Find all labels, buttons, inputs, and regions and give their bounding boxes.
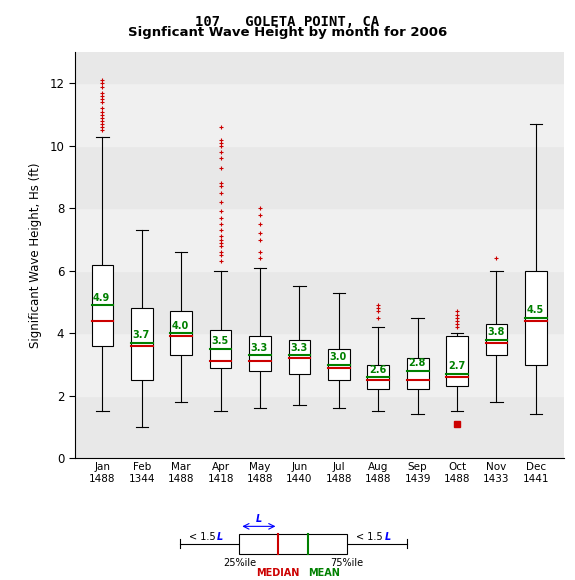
Text: L: L [385,532,390,542]
Bar [367,364,389,390]
Bar [131,309,152,380]
Bar [75,146,564,208]
Text: 3.8: 3.8 [487,327,505,337]
Bar [75,334,564,396]
Y-axis label: Significant Wave Height, Hs (ft): Significant Wave Height, Hs (ft) [29,162,43,348]
Bar [289,339,310,374]
Text: 3.7: 3.7 [132,330,150,340]
Bar [328,349,350,380]
Text: Signficant Wave Height by month for 2006: Signficant Wave Height by month for 2006 [128,26,447,39]
Text: 75%ile: 75%ile [331,557,363,567]
Bar [75,21,564,84]
Text: L: L [256,514,262,524]
Bar [75,396,564,458]
Bar [446,336,468,386]
Text: MEAN: MEAN [308,568,340,578]
Text: 2.6: 2.6 [369,364,386,375]
Bar [525,271,547,364]
Text: 4.5: 4.5 [527,305,544,315]
Bar [91,264,113,346]
Bar [75,84,564,146]
Text: 107   GOLETA POINT, CA: 107 GOLETA POINT, CA [196,14,380,28]
Bar [75,271,564,334]
Text: < 1.5: < 1.5 [189,532,218,542]
Bar [239,534,347,554]
Text: < 1.5: < 1.5 [356,532,386,542]
Text: 25%ile: 25%ile [223,557,256,567]
Bar [210,330,231,368]
Text: 4.0: 4.0 [172,321,189,331]
Text: 3.5: 3.5 [212,336,229,346]
Bar [249,336,271,371]
Text: 3.3: 3.3 [251,343,268,353]
Bar [407,358,428,390]
Bar [75,208,564,271]
Text: 4.9: 4.9 [93,293,110,303]
Text: 2.7: 2.7 [448,361,465,371]
Text: 3.0: 3.0 [329,352,347,362]
Text: 3.3: 3.3 [290,343,308,353]
Bar [170,311,192,355]
Text: L: L [217,532,223,542]
Text: 2.8: 2.8 [408,358,426,368]
Bar [486,324,507,355]
Text: MEDIAN: MEDIAN [256,568,300,578]
